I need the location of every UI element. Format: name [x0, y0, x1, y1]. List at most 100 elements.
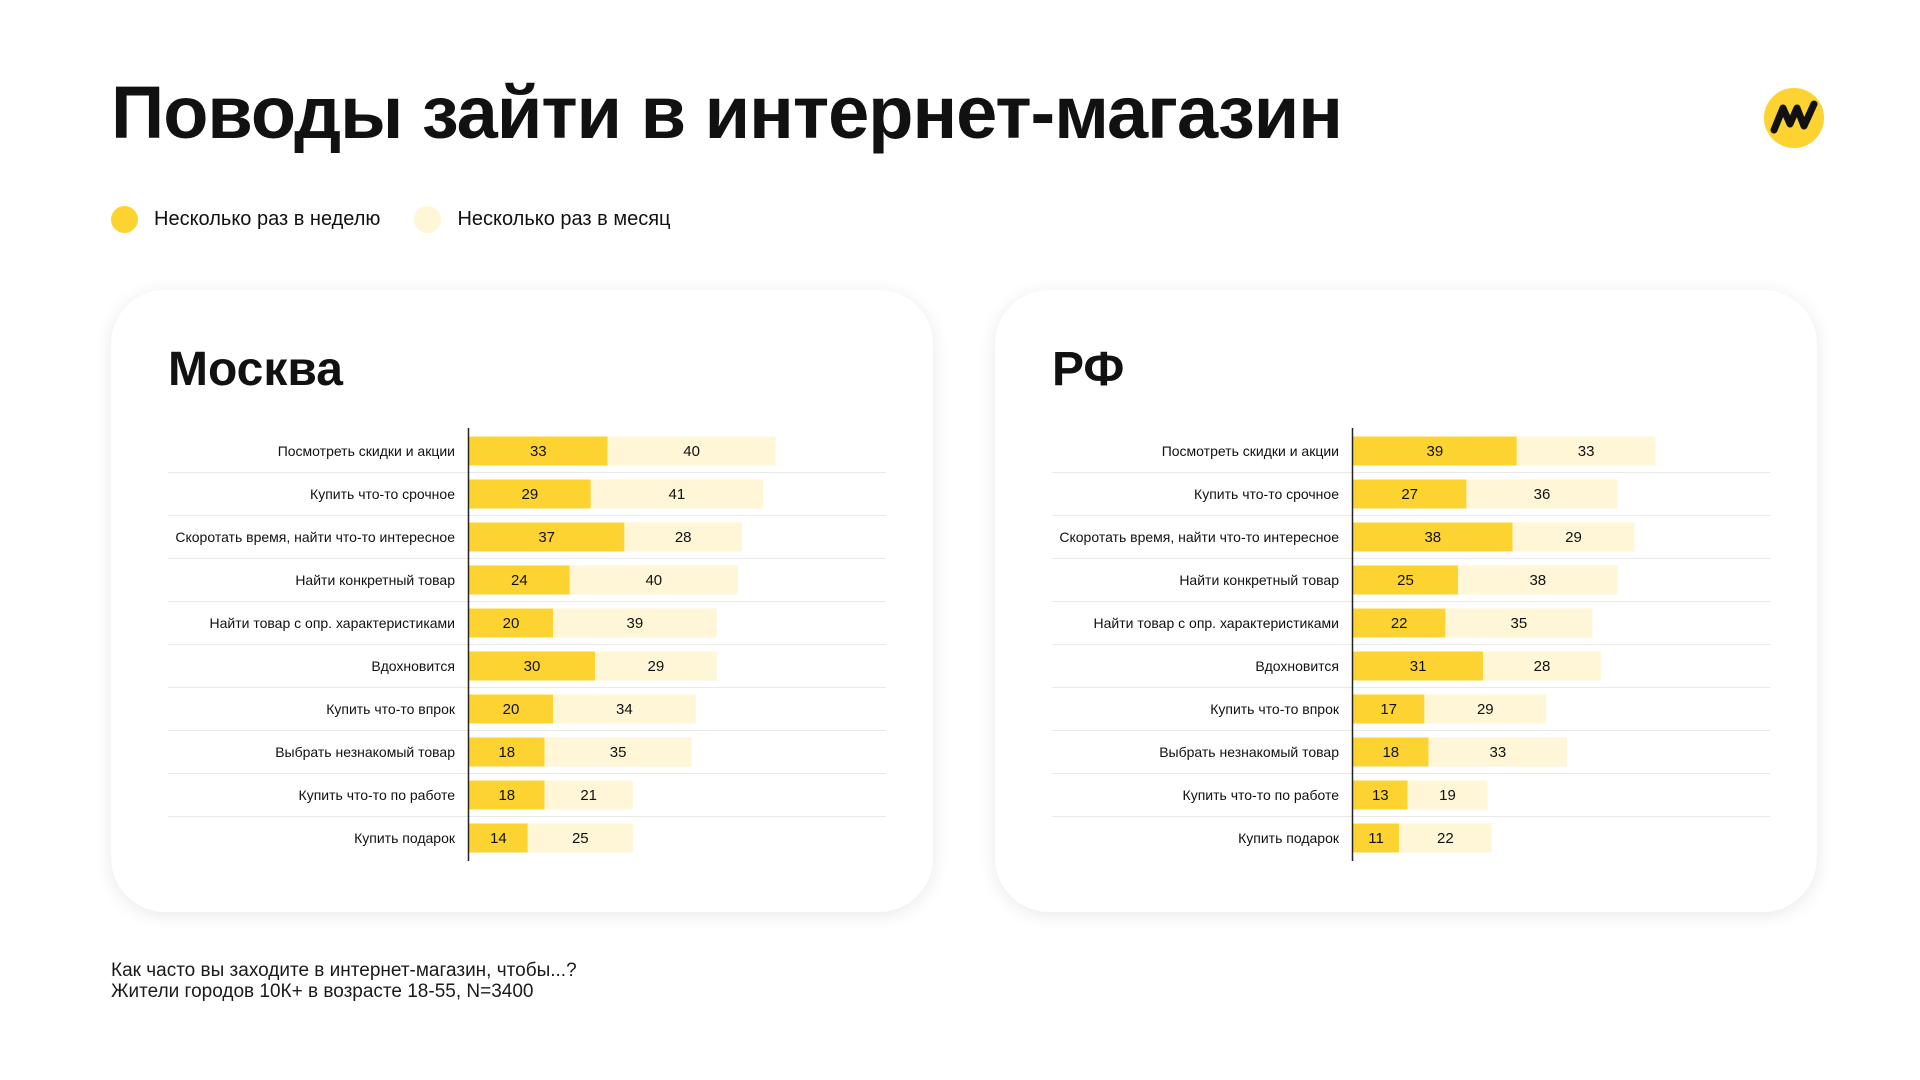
bar-monthly — [595, 651, 717, 681]
bar-monthly — [1483, 651, 1601, 681]
data-label-weekly: 33 — [530, 443, 547, 460]
bar-weekly — [469, 522, 625, 552]
category-label: Выбрать незнакомый товар — [275, 744, 455, 760]
data-label-monthly: 29 — [1477, 701, 1494, 718]
bar-weekly — [1353, 780, 1408, 810]
bar-chart-moscow: Посмотреть скидки и акции 33 40 Купить что-… — [168, 428, 886, 861]
bar-monthly — [553, 694, 696, 724]
category-label: Посмотреть скидки и акции — [278, 443, 455, 459]
bar-monthly — [1512, 522, 1635, 552]
data-label-weekly: 25 — [1397, 572, 1414, 589]
bar-weekly — [469, 608, 553, 638]
chart-card-rf: РФ Посмотреть скидки и акции 39 33 Купить ч… — [995, 290, 1817, 912]
footnote-question: Как часто вы заходите в интернет-магазин… — [111, 960, 577, 981]
category-label: Скоротать время, найти что-то интересное — [175, 529, 455, 545]
data-label-monthly: 36 — [1534, 486, 1551, 503]
bar-monthly — [1407, 780, 1488, 810]
bar-monthly — [1424, 694, 1547, 724]
bar-weekly — [469, 565, 570, 595]
bar-weekly — [469, 694, 553, 724]
bar-monthly — [1516, 436, 1656, 466]
data-label-monthly: 33 — [1578, 443, 1595, 460]
bar-monthly — [544, 780, 633, 810]
data-label-weekly: 18 — [498, 744, 515, 761]
legend-label-weekly: Несколько раз в неделю — [154, 208, 381, 230]
chart-title-rf: РФ — [1052, 343, 1125, 396]
footnote: Как часто вы заходите в интернет-магазин… — [111, 960, 577, 1002]
bar-monthly — [553, 608, 717, 638]
data-label-monthly: 39 — [627, 615, 644, 632]
bar-monthly — [569, 565, 738, 595]
chart-legend: Несколько раз в неделю Несколько раз в м… — [111, 206, 705, 233]
bar-monthly — [624, 522, 742, 552]
data-label-weekly: 17 — [1380, 701, 1397, 718]
data-label-weekly: 37 — [538, 529, 555, 546]
data-label-weekly: 30 — [524, 658, 541, 675]
bar-weekly — [469, 436, 608, 466]
data-label-weekly: 22 — [1391, 615, 1408, 632]
data-label-monthly: 28 — [675, 529, 692, 546]
bar-monthly — [527, 823, 633, 853]
bar-weekly — [1353, 737, 1429, 767]
bar-chart-rf: Посмотреть скидки и акции 39 33 Купить что-… — [1052, 428, 1770, 861]
category-label: Купить подарок — [1238, 830, 1340, 846]
category-label: Купить что-то впрок — [1210, 701, 1340, 717]
data-label-weekly: 20 — [503, 615, 520, 632]
legend-swatch-monthly — [414, 206, 442, 233]
bar-monthly — [1428, 737, 1568, 767]
data-label-monthly: 28 — [1534, 658, 1551, 675]
data-label-monthly: 41 — [669, 486, 686, 503]
logo-mark — [1770, 100, 1818, 134]
data-label-weekly: 20 — [503, 701, 520, 718]
bar-weekly — [1353, 651, 1484, 681]
legend-item-monthly: Несколько раз в месяц — [414, 206, 671, 233]
category-label: Вдохновится — [371, 658, 455, 674]
data-label-weekly: 24 — [511, 572, 528, 589]
data-label-weekly: 14 — [490, 830, 507, 847]
bar-monthly — [590, 479, 763, 509]
bar-monthly — [1445, 608, 1593, 638]
bar-monthly — [544, 737, 692, 767]
category-label: Посмотреть скидки и акции — [1162, 443, 1339, 459]
category-label: Скоротать время, найти что-то интересное — [1059, 529, 1339, 545]
category-label: Купить подарок — [354, 830, 456, 846]
bar-weekly — [1353, 565, 1458, 595]
category-label: Купить что-то впрок — [326, 701, 456, 717]
category-label: Купить что-то срочное — [1194, 486, 1339, 502]
legend-label-monthly: Несколько раз в месяц — [457, 208, 671, 230]
bar-monthly — [1399, 823, 1492, 853]
data-label-weekly: 29 — [522, 486, 539, 503]
category-label: Купить что-то срочное — [310, 486, 455, 502]
category-label: Найти конкретный товар — [1179, 572, 1339, 588]
bar-weekly — [1353, 823, 1400, 853]
bar-weekly — [1353, 694, 1425, 724]
legend-swatch-weekly — [111, 206, 138, 233]
data-label-weekly: 11 — [1368, 830, 1384, 847]
bar-monthly — [607, 436, 776, 466]
bar-weekly — [469, 780, 545, 810]
data-label-monthly: 38 — [1529, 572, 1546, 589]
data-label-weekly: 18 — [1382, 744, 1399, 761]
data-label-monthly: 33 — [1490, 744, 1507, 761]
yandex-market-logo — [1764, 88, 1824, 148]
category-label: Купить что-то по работе — [1183, 787, 1340, 803]
chart-card-moscow: Москва Посмотреть скидки и акции 33 40 Купи… — [111, 290, 933, 912]
data-label-weekly: 27 — [1401, 486, 1418, 503]
bar-weekly — [1353, 522, 1513, 552]
bar-weekly — [469, 737, 545, 767]
bar-weekly — [1353, 608, 1446, 638]
category-label: Найти товар с опр. характеристиками — [1094, 615, 1339, 631]
data-label-weekly: 18 — [498, 787, 515, 804]
category-label: Вдохновится — [1255, 658, 1339, 674]
bar-weekly — [1353, 479, 1467, 509]
chart-title-moscow: Москва — [168, 343, 343, 396]
category-label: Найти конкретный товар — [295, 572, 455, 588]
footnote-sample: Жители городов 10К+ в возрасте 18-55, N=… — [111, 981, 534, 1002]
data-label-monthly: 19 — [1439, 787, 1456, 804]
data-label-monthly: 25 — [572, 830, 589, 847]
category-label: Найти товар с опр. характеристиками — [210, 615, 455, 631]
data-label-monthly: 29 — [648, 658, 665, 675]
page-title: Поводы зайти в интернет-магазин — [111, 71, 1343, 154]
bar-monthly — [1466, 479, 1618, 509]
bar-weekly — [469, 479, 591, 509]
